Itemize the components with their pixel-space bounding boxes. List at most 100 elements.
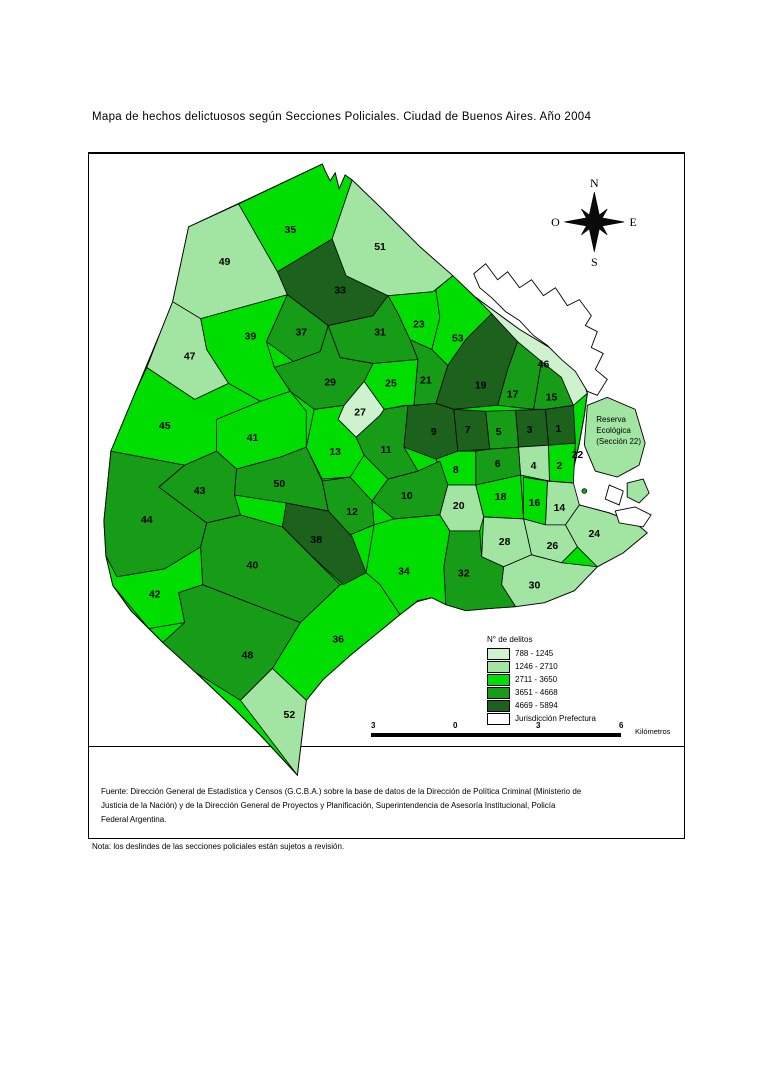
police-section-49[interactable] [172, 203, 288, 320]
section-label-37: 37 [295, 328, 307, 339]
section-label-25: 25 [385, 378, 397, 389]
reserve-label-line: (Sección 22) [596, 437, 641, 446]
section-label-13: 13 [329, 447, 341, 458]
compass-rose-icon: N S E O [551, 176, 637, 269]
legend-row: 3651 - 4668 [487, 686, 596, 699]
source-text-line: Justicia de la Nación) y de la Dirección… [101, 801, 556, 810]
legend-label: 1246 - 2710 [515, 662, 558, 671]
police-section-52[interactable] [239, 667, 307, 777]
legend-label: 4669 - 5894 [515, 701, 558, 710]
section-label-28: 28 [499, 537, 511, 548]
police-section-50[interactable] [234, 446, 329, 512]
section-label-6: 6 [495, 459, 501, 470]
legend-row: 1246 - 2710 [487, 660, 596, 673]
section-label-42: 42 [149, 590, 161, 601]
police-section-44[interactable] [103, 450, 208, 578]
section-label-52: 52 [284, 710, 296, 721]
section-label-40: 40 [247, 561, 259, 572]
legend-label: 3651 - 4668 [515, 688, 558, 697]
section-label-31: 31 [374, 328, 386, 339]
legend-swatch [487, 712, 510, 725]
section-label-3: 3 [527, 425, 533, 436]
section-label-26: 26 [547, 541, 559, 552]
section-label-29: 29 [324, 377, 336, 388]
source-text: Fuente: Dirección General de Estadística… [101, 785, 679, 827]
compass-o: O [551, 215, 560, 229]
section-label-44: 44 [141, 515, 153, 526]
section-label-4: 4 [531, 461, 537, 472]
note-text: Nota: los deslindes de las secciones pol… [92, 842, 345, 851]
legend-swatch [487, 686, 510, 699]
scale-bar: 3 0 3 6 Kilómetros [359, 721, 670, 743]
section-label-51: 51 [374, 242, 386, 253]
police-section-35[interactable] [237, 163, 353, 273]
compass-s: S [591, 255, 598, 269]
legend-swatch [487, 647, 510, 660]
scale-bar-line [371, 733, 621, 737]
ecological-reserve-shape[interactable] [583, 396, 646, 478]
section-label-47: 47 [184, 351, 196, 362]
section-label-5: 5 [496, 427, 502, 438]
section-label-33: 33 [334, 286, 346, 297]
reserve-label: Reserva Ecológica (Sección 22) [596, 415, 641, 446]
source-text-line: Fuente: Dirección General de Estadística… [101, 787, 582, 796]
legend-row: 4669 - 5894 [487, 699, 596, 712]
section-label-15: 15 [546, 392, 558, 403]
section-label-10: 10 [401, 491, 413, 502]
section-label-18: 18 [495, 492, 507, 503]
police-section-47[interactable] [146, 301, 230, 400]
section-label-1: 1 [556, 424, 562, 435]
harbor-docks-shape [473, 263, 608, 396]
section-label-30: 30 [529, 581, 541, 592]
section-label-35: 35 [285, 225, 297, 236]
police-section-53[interactable] [431, 275, 493, 367]
section-label-12: 12 [346, 507, 358, 518]
legend-label: 788 - 1245 [515, 649, 554, 658]
section-label-8: 8 [453, 465, 459, 476]
police-section-7[interactable] [453, 408, 491, 452]
section-label-34: 34 [398, 567, 410, 578]
reserve-label-line: Ecológica [596, 426, 631, 435]
source-box-divider [89, 746, 684, 747]
section-label-21: 21 [420, 375, 432, 386]
section-label-24: 24 [588, 529, 600, 540]
channel-islet [581, 488, 588, 494]
section-label-50: 50 [274, 479, 286, 490]
police-section-5[interactable] [485, 409, 519, 450]
choropleth-map[interactable]: 1234567891011121314151617181920212324252… [89, 154, 684, 838]
section-label-7: 7 [465, 425, 471, 436]
legend-row: 2711 - 3650 [487, 673, 596, 686]
legend-title: N° de delitos [487, 635, 533, 644]
section-label-39: 39 [245, 332, 257, 343]
legend-label: 2711 - 3650 [515, 675, 558, 684]
section-label-45: 45 [159, 421, 171, 432]
legend-swatch [487, 699, 510, 712]
legend-swatch [487, 673, 510, 686]
section-label-19: 19 [475, 380, 487, 391]
coast-white-shape [604, 484, 624, 506]
legend-row: Jurisdicción Prefectura [487, 712, 596, 725]
section-number-labels: 1234567891011121314151617181920212324252… [141, 225, 600, 721]
map-frame: 1 2 3 4 5 6 7 8 9 10 11 12 13 14 15 16 17 18 19 20 21 23 24 25 2… [88, 152, 685, 839]
scale-tick: 6 [619, 721, 624, 730]
police-sections-layer[interactable] [103, 163, 648, 777]
section-label-49: 49 [219, 257, 231, 268]
scale-tick: 0 [453, 721, 458, 730]
legend: N° de delitos 788 - 1245 1246 - 2710 2711 … [487, 635, 596, 725]
legend-swatch [487, 660, 510, 673]
legend-row: 788 - 1245 [487, 647, 596, 660]
section-label-36: 36 [332, 635, 344, 646]
section-label-48: 48 [242, 650, 254, 661]
reserve-label-line: Reserva [596, 415, 626, 424]
coast-white-shape [614, 506, 652, 528]
section-label-17: 17 [507, 389, 519, 400]
section-label-9: 9 [431, 427, 437, 438]
compass-n: N [590, 176, 599, 190]
section-label-43: 43 [194, 486, 206, 497]
police-section-46[interactable] [474, 296, 588, 406]
section-label-46: 46 [538, 359, 550, 370]
section-label-11: 11 [380, 445, 391, 456]
section-label-2: 2 [557, 461, 563, 472]
section-label-14: 14 [554, 503, 566, 514]
source-text-line: Federal Argentina. [101, 815, 167, 824]
